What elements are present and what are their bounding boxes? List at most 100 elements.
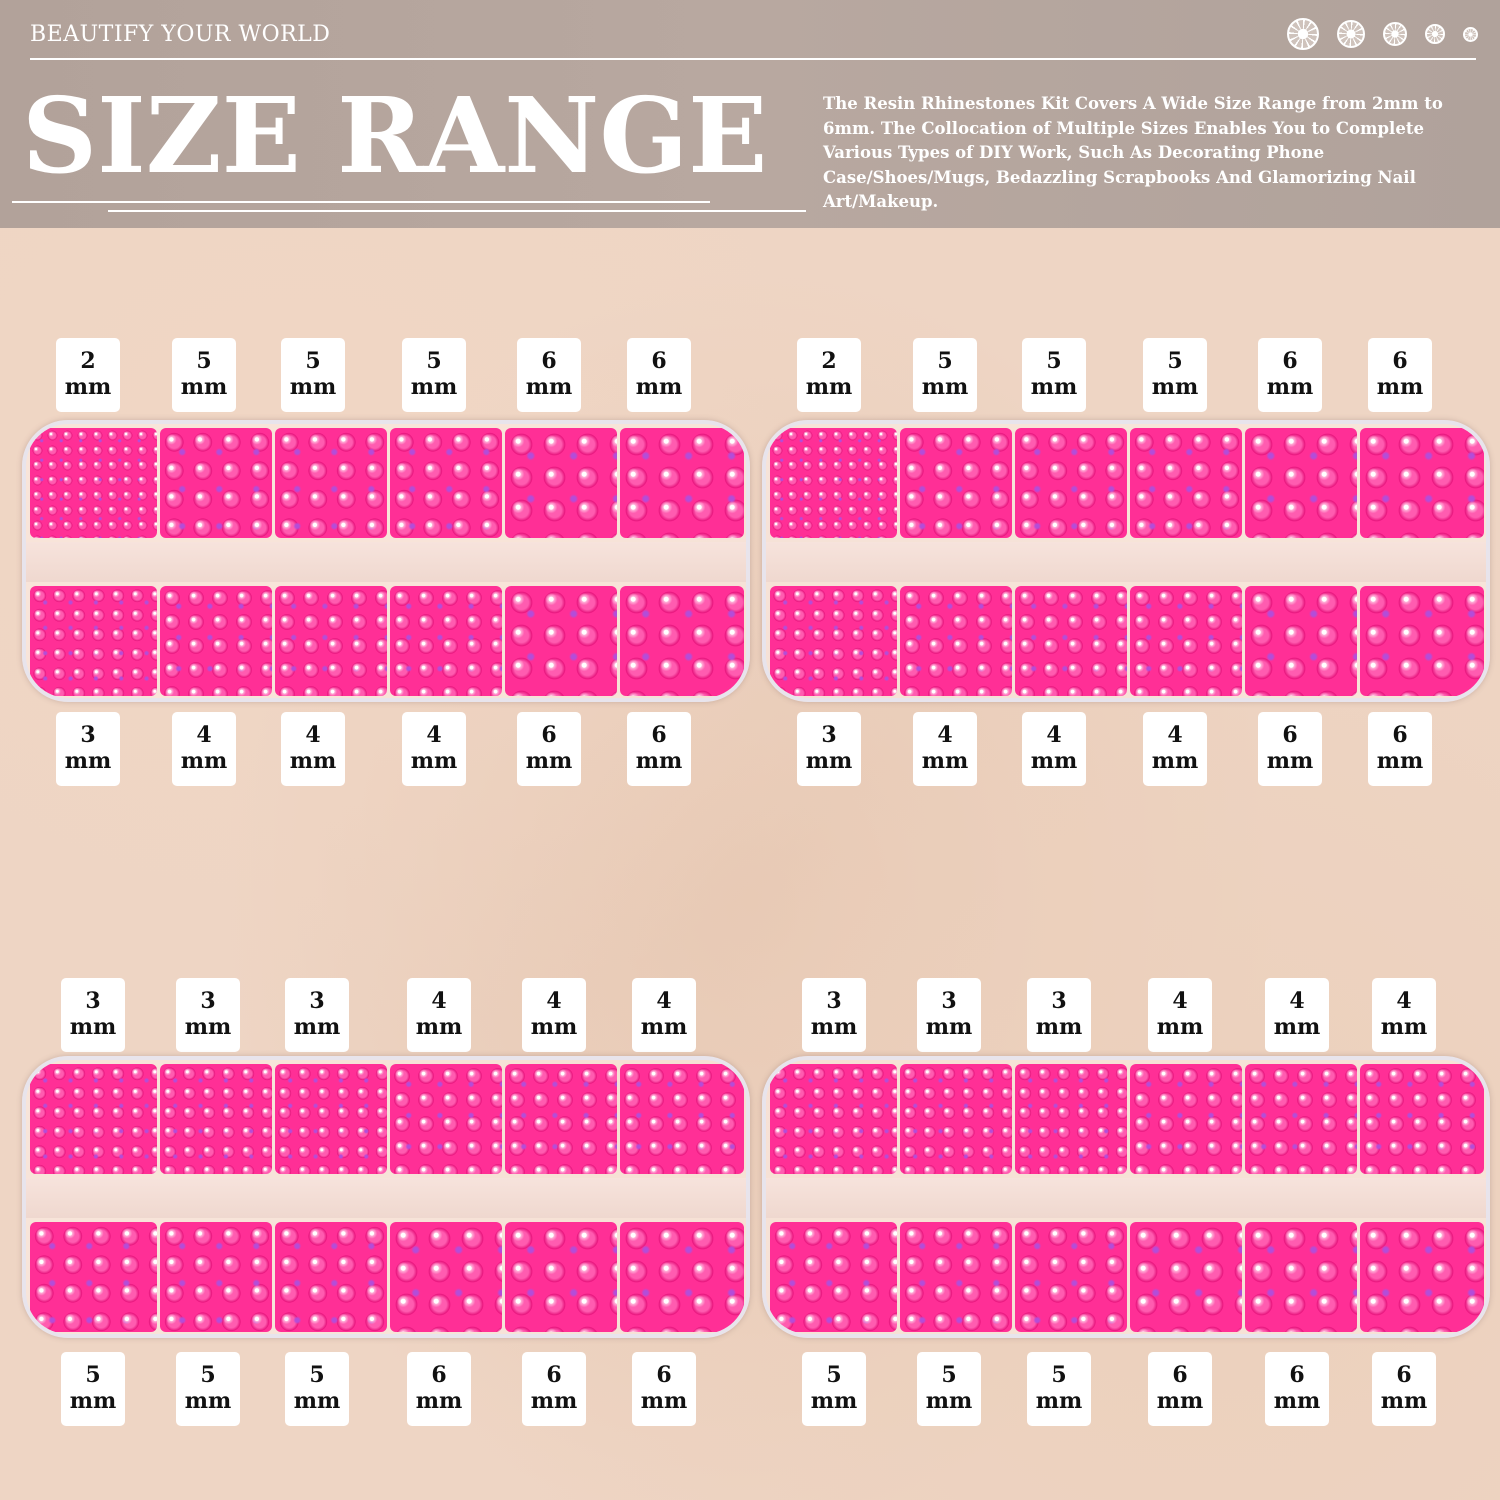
size-unit: mm	[1030, 374, 1078, 400]
compartment-3mm	[30, 586, 157, 696]
size-unit: mm	[293, 1014, 341, 1040]
compartment-4mm	[1245, 1064, 1357, 1174]
compartment-3mm	[160, 1064, 272, 1174]
size-value: 4	[1289, 988, 1305, 1014]
size-unit: mm	[530, 1388, 578, 1414]
compartment-6mm	[1360, 428, 1484, 538]
size-value: 6	[651, 348, 667, 374]
size-label: 5 mm	[61, 1352, 125, 1426]
size-label: 5 mm	[402, 338, 466, 412]
size-value: 5	[1167, 348, 1183, 374]
size-label: 5 mm	[913, 338, 977, 412]
size-label: 5 mm	[917, 1352, 981, 1426]
size-unit: mm	[289, 748, 337, 774]
compartment-6mm	[1360, 1222, 1484, 1332]
size-label: 3 mm	[1027, 978, 1091, 1052]
size-label: 5 mm	[1143, 338, 1207, 412]
size-value: 3	[826, 988, 842, 1014]
rhinestone-icon	[1337, 20, 1365, 48]
compartment-6mm	[1245, 586, 1357, 696]
size-value: 4	[426, 722, 442, 748]
size-label: 4 mm	[1148, 978, 1212, 1052]
size-label: 4 mm	[632, 978, 696, 1052]
size-unit: mm	[1156, 1014, 1204, 1040]
size-label: 6 mm	[1368, 338, 1432, 412]
divider	[108, 210, 806, 212]
size-label: 2 mm	[56, 338, 120, 412]
size-value: 3	[941, 988, 957, 1014]
size-unit: mm	[525, 374, 573, 400]
size-label: 6 mm	[627, 712, 691, 786]
size-value: 5	[937, 348, 953, 374]
compartment-5mm	[770, 1222, 897, 1332]
compartment-6mm	[505, 586, 617, 696]
size-label: 3 mm	[797, 712, 861, 786]
size-label: 3 mm	[61, 978, 125, 1052]
size-label: 6 mm	[1368, 712, 1432, 786]
compartment-4mm	[900, 586, 1012, 696]
size-unit: mm	[410, 374, 458, 400]
compartment-6mm	[1130, 1222, 1242, 1332]
size-label: 4 mm	[1022, 712, 1086, 786]
size-label: 4 mm	[1265, 978, 1329, 1052]
size-unit: mm	[805, 374, 853, 400]
compartment-6mm	[505, 1222, 617, 1332]
size-unit: mm	[184, 1014, 232, 1040]
size-unit: mm	[640, 1014, 688, 1040]
size-value: 4	[1172, 988, 1188, 1014]
size-unit: mm	[1273, 1388, 1321, 1414]
compartment-6mm	[620, 586, 744, 696]
rhinestone-tray	[762, 420, 1490, 702]
size-label: 3 mm	[917, 978, 981, 1052]
size-label: 4 mm	[913, 712, 977, 786]
size-unit: mm	[64, 374, 112, 400]
size-unit: mm	[635, 748, 683, 774]
page-title: SIZE RANGE	[22, 74, 768, 197]
compartment-4mm	[160, 586, 272, 696]
rhinestone-icon	[1383, 22, 1407, 46]
size-unit: mm	[1030, 748, 1078, 774]
header-banner: BEAUTIFY YOUR WORLD SIZE RANGE The Resin…	[0, 0, 1500, 228]
rhinestone-icon	[1463, 26, 1478, 42]
tray-divider	[766, 542, 1486, 582]
size-value: 5	[85, 1362, 101, 1388]
compartment-4mm	[505, 1064, 617, 1174]
size-value: 5	[826, 1362, 842, 1388]
size-label: 6 mm	[632, 1352, 696, 1426]
compartment-6mm	[505, 428, 617, 538]
rhinestone-tray	[22, 420, 750, 702]
compartment-5mm	[390, 428, 502, 538]
size-value: 6	[651, 722, 667, 748]
compartment-5mm	[1130, 428, 1242, 538]
size-label: 6 mm	[1258, 712, 1322, 786]
compartment-4mm	[1015, 586, 1127, 696]
size-value: 4	[305, 722, 321, 748]
compartment-5mm	[1015, 428, 1127, 538]
size-unit: mm	[415, 1388, 463, 1414]
tray-divider	[766, 1178, 1486, 1218]
size-value: 3	[821, 722, 837, 748]
compartment-5mm	[160, 1222, 272, 1332]
size-unit: mm	[1266, 748, 1314, 774]
size-unit: mm	[1035, 1014, 1083, 1040]
size-label: 6 mm	[1148, 1352, 1212, 1426]
size-label: 3 mm	[56, 712, 120, 786]
compartment-6mm	[620, 428, 744, 538]
size-unit: mm	[810, 1388, 858, 1414]
compartment-5mm	[900, 428, 1012, 538]
size-label: 6 mm	[1265, 1352, 1329, 1426]
compartment-4mm	[1360, 1064, 1484, 1174]
tray-divider	[26, 542, 746, 582]
size-value: 6	[656, 1362, 672, 1388]
size-label: 4 mm	[172, 712, 236, 786]
description: The Resin Rhinestones Kit Covers A Wide …	[823, 94, 1443, 211]
size-label: 4 mm	[281, 712, 345, 786]
size-value: 6	[1282, 348, 1298, 374]
size-unit: mm	[925, 1388, 973, 1414]
compartment-5mm	[900, 1222, 1012, 1332]
compartment-3mm	[30, 1064, 157, 1174]
size-value: 3	[85, 988, 101, 1014]
size-label: 5 mm	[172, 338, 236, 412]
size-value: 5	[1051, 1362, 1067, 1388]
size-value: 6	[1392, 348, 1408, 374]
